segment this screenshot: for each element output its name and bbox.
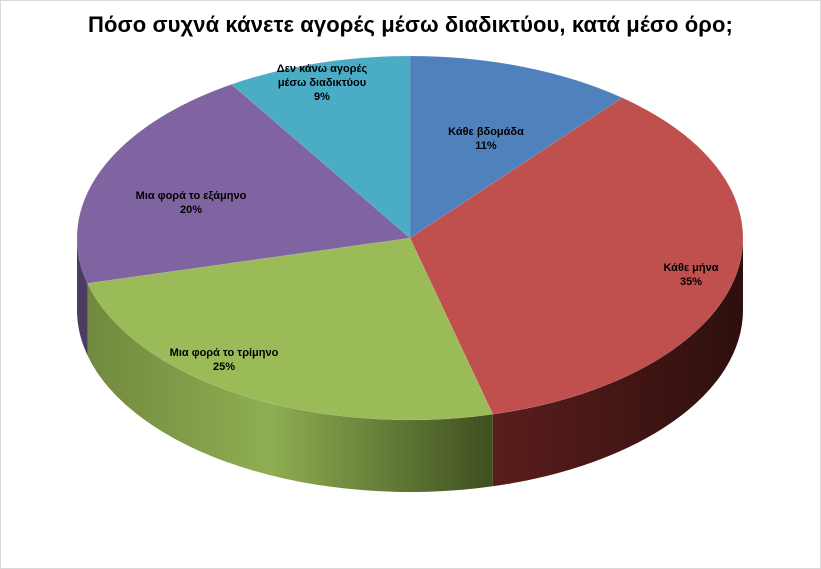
- slice-2-percent: 35%: [680, 276, 702, 288]
- slice-4-side: [77, 238, 88, 356]
- slice-2-side: [492, 238, 743, 487]
- slice-2-label: Κάθε μήνα 35%: [663, 262, 718, 288]
- chart-title: Πόσο συχνά κάνετε αγορές μέσω διαδικτύου…: [88, 12, 733, 37]
- slice-5-label: Δεν κάνω αγορές μέσω διαδικτύου 9%: [277, 63, 368, 103]
- slice-5-percent: 9%: [314, 91, 330, 103]
- slice-1-label: Κάθε βδομάδα 11%: [448, 126, 524, 152]
- slice-3-side: [87, 283, 493, 492]
- slice-2-top: [409, 97, 744, 415]
- pie-sides: [77, 238, 743, 492]
- pie-tops: [76, 55, 744, 421]
- slice-3-top: [87, 237, 494, 421]
- slice-1-top: [409, 55, 623, 239]
- pie-labels: Κάθε βδομάδα 11% Κάθε μήνα 35% Μια φορά το τ…: [136, 63, 719, 373]
- slice-3-label: Μια φορά το τρίμηνο 25%: [170, 347, 279, 373]
- slice-4-label: Μια φορά το εξάμηνο 20%: [136, 190, 247, 216]
- slice-4-top: [76, 84, 411, 284]
- slice-3-percent: 25%: [213, 361, 235, 373]
- slice-4-percent: 20%: [180, 204, 202, 216]
- slice-1-percent: 11%: [475, 140, 497, 152]
- slice-5-top: [231, 55, 411, 239]
